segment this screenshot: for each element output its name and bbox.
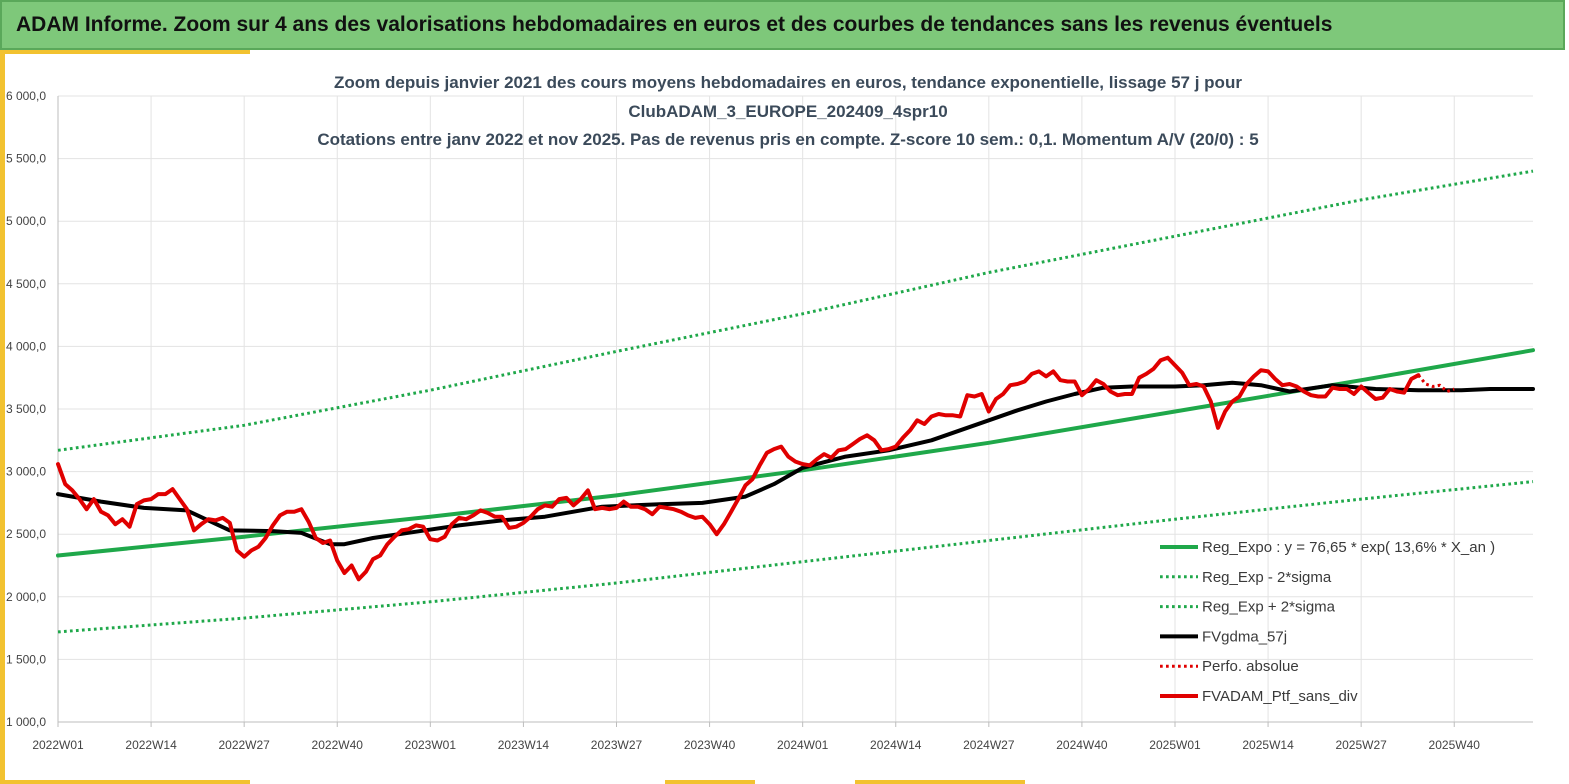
- y-tick-label: 3 000,0: [6, 465, 46, 479]
- x-tick-label: 2025W40: [1429, 738, 1481, 752]
- y-tick-label: 1 500,0: [6, 652, 46, 666]
- y-tick-label: 2 500,0: [6, 527, 46, 541]
- accent-bar-left: [0, 50, 5, 784]
- legend: Reg_Expo : y = 76,65 * exp( 13,6% * X_an…: [1160, 539, 1495, 705]
- legend-label-2: Reg_Exp + 2*sigma: [1202, 599, 1336, 616]
- x-tick-label: 2023W40: [684, 738, 736, 752]
- legend-label-0: Reg_Expo : y = 76,65 * exp( 13,6% * X_an…: [1202, 539, 1495, 556]
- y-axis: 1 000,0 1 500,0 2 000,0 2 500,0 3 000,0 3 500…: [6, 89, 59, 729]
- x-tick-label: 2023W01: [405, 738, 457, 752]
- chart-title-line-3: Cotations entre janv 2022 et nov 2025. P…: [317, 130, 1258, 149]
- legend-label-4: Perfo. absolue: [1202, 658, 1299, 675]
- x-axis: 2022W01 2022W14 2022W27 2022W40 2023W01 2023W…: [32, 721, 1533, 752]
- accent-bar-bottom-1: [5, 780, 250, 784]
- report-title: ADAM Informe. Zoom sur 4 ans des valoris…: [16, 13, 1333, 36]
- y-tick-label: 1 000,0: [6, 715, 46, 729]
- grid: [57, 95, 1533, 722]
- accent-bar-top: [5, 50, 250, 54]
- legend-label-3: FVgdma_57j: [1202, 628, 1287, 645]
- x-tick-label: 2025W01: [1149, 738, 1201, 752]
- chart-title-line-2: ClubADAM_3_EUROPE_202409_4spr10: [628, 102, 947, 121]
- y-tick-label: 4 500,0: [6, 277, 46, 291]
- y-tick-label: 2 000,0: [6, 590, 46, 604]
- accent-bar-bottom-3: [855, 780, 1025, 784]
- accent-bar-bottom-2: [665, 780, 755, 784]
- y-tick-label: 5 000,0: [6, 214, 46, 228]
- series-lines: [56, 169, 1535, 634]
- x-tick-label: 2022W14: [125, 738, 177, 752]
- x-tick-label: 2024W40: [1056, 738, 1108, 752]
- x-tick-label: 2022W27: [218, 738, 270, 752]
- y-tick-label: 6 000,0: [6, 89, 46, 103]
- y-tick-label: 5 500,0: [6, 152, 46, 166]
- x-tick-label: 2024W14: [870, 738, 922, 752]
- series-line-0: [56, 348, 1535, 558]
- y-tick-label: 4 000,0: [6, 339, 46, 353]
- legend-label-5: FVADAM_Ptf_sans_div: [1202, 688, 1358, 705]
- x-tick-label: 2024W27: [963, 738, 1015, 752]
- x-tick-label: 2023W27: [591, 738, 643, 752]
- chart-title-line-1: Zoom depuis janvier 2021 des cours moyen…: [334, 73, 1242, 92]
- legend-label-1: Reg_Exp - 2*sigma: [1202, 569, 1332, 586]
- x-tick-label: 2024W01: [777, 738, 829, 752]
- chart-title: Zoom depuis janvier 2021 des cours moyen…: [317, 73, 1258, 149]
- series-line-4: [56, 355, 1421, 582]
- x-tick-label: 2025W27: [1335, 738, 1387, 752]
- series-line-5: [1417, 374, 1455, 393]
- series-line-2: [57, 169, 1534, 452]
- x-tick-label: 2022W01: [32, 738, 84, 752]
- x-tick-label: 2025W14: [1242, 738, 1294, 752]
- y-tick-label: 3 500,0: [6, 402, 46, 416]
- report-header-banner: ADAM Informe. Zoom sur 4 ans des valoris…: [0, 0, 1565, 50]
- x-tick-label: 2023W14: [498, 738, 550, 752]
- x-tick-label: 2022W40: [312, 738, 364, 752]
